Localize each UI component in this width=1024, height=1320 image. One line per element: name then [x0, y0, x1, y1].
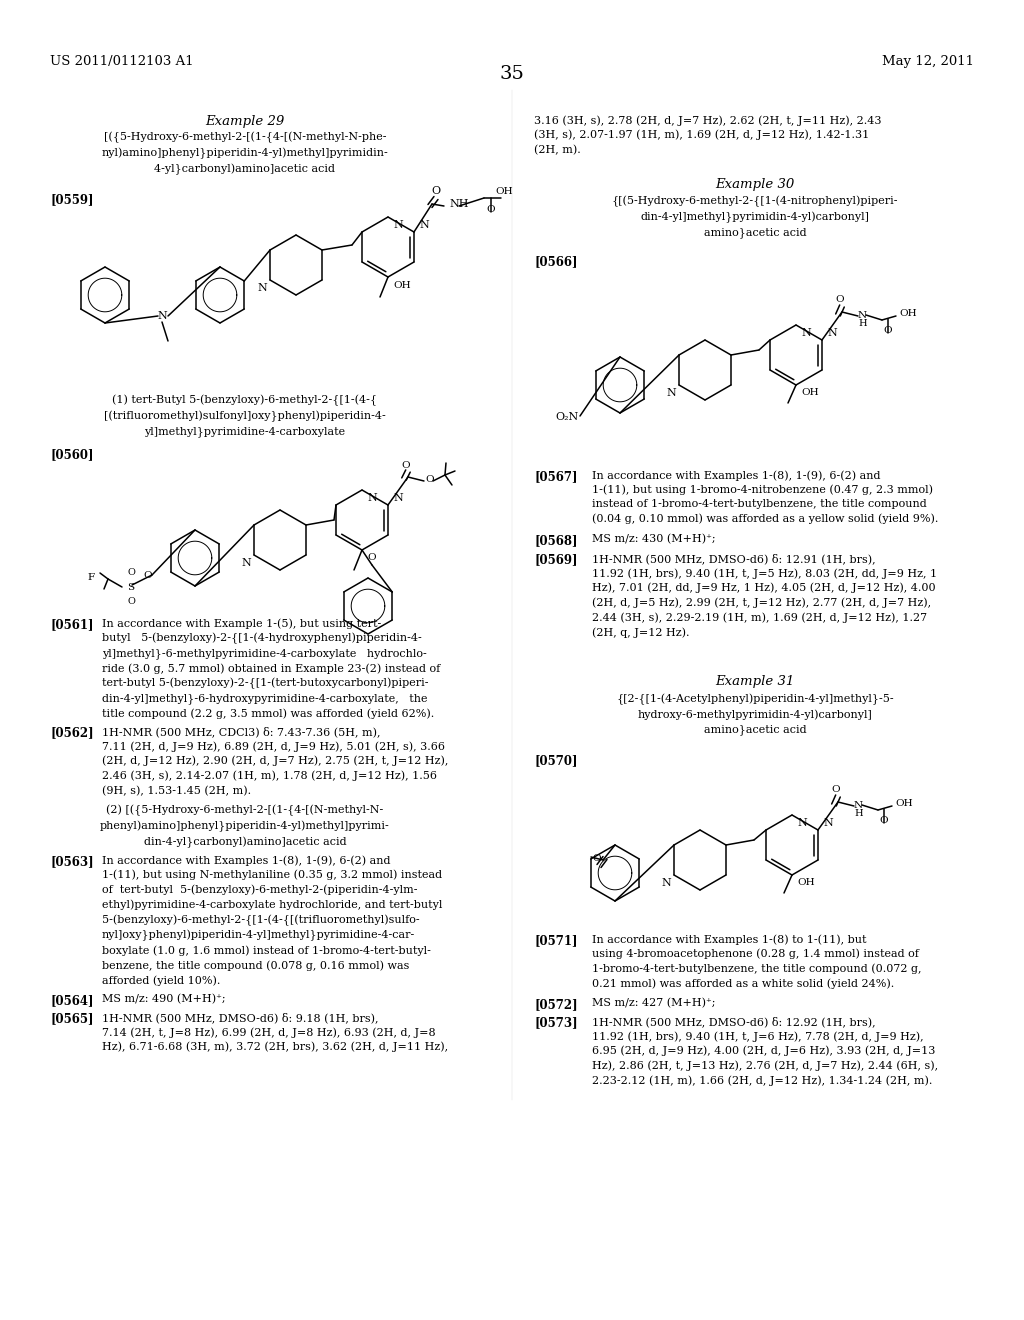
Text: [0570]: [0570]: [534, 754, 578, 767]
Text: In accordance with Examples 1-(8) to 1-(11), but
using 4-bromoacetophenone (0.28: In accordance with Examples 1-(8) to 1-(…: [592, 935, 922, 989]
Text: [0564]: [0564]: [50, 994, 93, 1007]
Text: O: O: [486, 205, 496, 214]
Text: O: O: [431, 186, 440, 195]
Text: H: H: [854, 808, 862, 817]
Text: N: N: [827, 327, 837, 338]
Text: S: S: [127, 582, 134, 591]
Text: [0572]: [0572]: [534, 998, 578, 1011]
Text: MS m/z: 430 (M+H)⁺;: MS m/z: 430 (M+H)⁺;: [592, 535, 716, 544]
Text: O: O: [401, 461, 411, 470]
Text: 1H-NMR (500 MHz, DMSO-d6) δ: 12.92 (1H, brs),
11.92 (1H, brs), 9.40 (1H, t, J=6 : 1H-NMR (500 MHz, DMSO-d6) δ: 12.92 (1H, …: [592, 1016, 938, 1086]
Text: {[(5-Hydroxy-6-methyl-2-{[1-(4-nitrophenyl)piperi-
din-4-yl]methyl}pyrimidin-4-y: {[(5-Hydroxy-6-methyl-2-{[1-(4-nitrophen…: [611, 195, 898, 238]
Text: F: F: [88, 573, 95, 582]
Text: May 12, 2011: May 12, 2011: [882, 55, 974, 69]
Text: N: N: [823, 818, 833, 828]
Text: [0559]: [0559]: [50, 193, 93, 206]
Text: In accordance with Example 1-(5), but using tert-
butyl   5-(benzyloxy)-2-{[1-(4: In accordance with Example 1-(5), but us…: [102, 618, 440, 719]
Text: 3.16 (3H, s), 2.78 (2H, d, J=7 Hz), 2.62 (2H, t, J=11 Hz), 2.43
(3H, s), 2.07-1.: 3.16 (3H, s), 2.78 (2H, d, J=7 Hz), 2.62…: [534, 115, 882, 154]
Text: N: N: [858, 310, 867, 319]
Text: US 2011/0112103 A1: US 2011/0112103 A1: [50, 55, 194, 69]
Text: OH: OH: [801, 388, 818, 397]
Text: N: N: [419, 220, 429, 230]
Text: OH: OH: [895, 800, 912, 808]
Text: O: O: [425, 475, 433, 484]
Text: NH: NH: [449, 199, 469, 209]
Text: MS m/z: 490 (M+H)⁺;: MS m/z: 490 (M+H)⁺;: [102, 994, 225, 1005]
Text: O: O: [143, 570, 152, 579]
Text: OH: OH: [393, 281, 411, 290]
Text: O: O: [593, 854, 601, 863]
Text: (1) tert-Butyl 5-(benzyloxy)-6-methyl-2-{[1-(4-{
[(trifluoromethyl)sulfonyl]oxy}: (1) tert-Butyl 5-(benzyloxy)-6-methyl-2-…: [104, 395, 386, 437]
Text: [0571]: [0571]: [534, 935, 578, 946]
Text: OH: OH: [797, 878, 815, 887]
Text: [0569]: [0569]: [534, 553, 578, 566]
Text: N: N: [242, 558, 251, 568]
Text: In accordance with Examples 1-(8), 1-(9), 6-(2) and
1-(11), but using 1-bromo-4-: In accordance with Examples 1-(8), 1-(9)…: [592, 470, 938, 524]
Text: O: O: [831, 785, 841, 795]
Text: O: O: [127, 568, 135, 577]
Text: OH: OH: [899, 309, 916, 318]
Text: [({5-Hydroxy-6-methyl-2-[(1-{4-[(N-methyl-N-phe-
nyl)amino]phenyl}piperidin-4-yl: [({5-Hydroxy-6-methyl-2-[(1-{4-[(N-methy…: [101, 132, 388, 174]
Text: O: O: [884, 326, 892, 335]
Text: 1H-NMR (500 MHz, DMSO-d6) δ: 9.18 (1H, brs),
7.14 (2H, t, J=8 Hz), 6.99 (2H, d, : 1H-NMR (500 MHz, DMSO-d6) δ: 9.18 (1H, b…: [102, 1012, 449, 1052]
Text: [0560]: [0560]: [50, 447, 93, 461]
Text: 1H-NMR (500 MHz, DMSO-d6) δ: 12.91 (1H, brs),
11.92 (1H, brs), 9.40 (1H, t, J=5 : 1H-NMR (500 MHz, DMSO-d6) δ: 12.91 (1H, …: [592, 553, 937, 638]
Text: MS m/z: 427 (M+H)⁺;: MS m/z: 427 (M+H)⁺;: [592, 998, 716, 1008]
Text: (2) [({5-Hydroxy-6-methyl-2-[(1-{4-[(N-methyl-N-
phenyl)amino]phenyl}piperidin-4: (2) [({5-Hydroxy-6-methyl-2-[(1-{4-[(N-m…: [100, 805, 390, 847]
Text: [0573]: [0573]: [534, 1016, 578, 1030]
Text: Example 31: Example 31: [716, 675, 795, 688]
Text: [0567]: [0567]: [534, 470, 578, 483]
Text: [0565]: [0565]: [50, 1012, 93, 1026]
Text: O: O: [836, 294, 845, 304]
Text: [0566]: [0566]: [534, 255, 578, 268]
Text: N: N: [797, 818, 807, 828]
Text: N: N: [667, 388, 676, 399]
Text: Example 29: Example 29: [206, 115, 285, 128]
Text: N: N: [393, 220, 402, 230]
Text: [0561]: [0561]: [50, 618, 93, 631]
Text: 1H-NMR (500 MHz, CDCl3) δ: 7.43-7.36 (5H, m),
7.11 (2H, d, J=9 Hz), 6.89 (2H, d,: 1H-NMR (500 MHz, CDCl3) δ: 7.43-7.36 (5H…: [102, 726, 449, 796]
Text: N: N: [367, 492, 377, 503]
Text: {[2-{[1-(4-Acetylphenyl)piperidin-4-yl]methyl}-5-
hydroxy-6-methylpyrimidin-4-yl: {[2-{[1-(4-Acetylphenyl)piperidin-4-yl]m…: [616, 694, 894, 735]
Text: N: N: [801, 327, 811, 338]
Text: O: O: [880, 816, 888, 825]
Text: O: O: [367, 553, 376, 562]
Text: H: H: [858, 318, 866, 327]
Text: [0568]: [0568]: [534, 535, 578, 546]
Text: Example 30: Example 30: [716, 178, 795, 191]
Text: N: N: [854, 800, 863, 809]
Text: In accordance with Examples 1-(8), 1-(9), 6-(2) and
1-(11), but using N-methylan: In accordance with Examples 1-(8), 1-(9)…: [102, 855, 442, 986]
Text: O: O: [127, 597, 135, 606]
Text: N: N: [393, 492, 402, 503]
Text: N: N: [662, 878, 671, 888]
Text: N: N: [257, 282, 267, 293]
Text: N: N: [157, 312, 167, 321]
Text: [0562]: [0562]: [50, 726, 93, 739]
Text: O₂N: O₂N: [555, 412, 579, 422]
Text: [0563]: [0563]: [50, 855, 93, 869]
Text: 35: 35: [500, 65, 524, 83]
Text: OH: OH: [495, 187, 513, 197]
